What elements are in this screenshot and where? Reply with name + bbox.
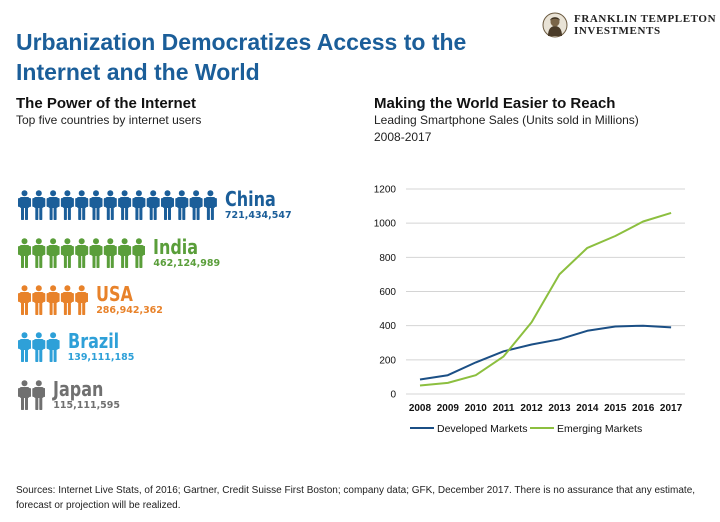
country-name: USA bbox=[96, 282, 134, 306]
person-icon bbox=[189, 190, 203, 220]
people-icons-brazil bbox=[18, 332, 60, 362]
y-tick-label: 1200 bbox=[374, 185, 397, 196]
person-icon bbox=[32, 380, 46, 410]
people-icons-japan bbox=[18, 380, 46, 410]
country-user-count: 462,124,989 bbox=[153, 258, 221, 269]
right-panel-subtitle-line2: 2008-2017 bbox=[374, 130, 432, 144]
smartphone-sales-line-chart: 0 200 400 600 800 1000 1200 2008 2009 2010 2011 201… bbox=[374, 185, 685, 435]
x-tick-label: 2008 bbox=[409, 403, 432, 414]
country-user-count: 286,942,362 bbox=[96, 305, 163, 316]
legend-label: Emerging Markets bbox=[557, 423, 642, 435]
people-icons-usa bbox=[18, 285, 89, 315]
y-tick-label: 400 bbox=[379, 321, 396, 332]
person-icon bbox=[103, 190, 117, 220]
x-tick-label: 2013 bbox=[548, 403, 571, 414]
logo-text-line2: INVESTMENTS bbox=[574, 25, 661, 37]
right-panel-title: Making the World Easier to Reach bbox=[374, 95, 616, 112]
left-panel-subtitle: Top five countries by internet users bbox=[16, 113, 202, 127]
person-icon bbox=[118, 238, 132, 268]
legend-label: Developed Markets bbox=[437, 423, 527, 435]
country-name: China bbox=[224, 187, 276, 211]
country-name: India bbox=[153, 235, 199, 259]
person-icon bbox=[75, 238, 89, 268]
x-tick-label: 2015 bbox=[604, 403, 627, 414]
y-tick-label: 0 bbox=[390, 390, 396, 401]
x-tick-label: 2014 bbox=[576, 403, 599, 414]
person-icon bbox=[32, 190, 46, 220]
person-icon bbox=[89, 238, 103, 268]
person-icon bbox=[132, 238, 146, 268]
page-title-line1: Urbanization Democratizes Access to the bbox=[16, 29, 467, 55]
person-icon bbox=[203, 190, 217, 220]
portrait-emblem-icon bbox=[542, 12, 568, 38]
person-icon bbox=[60, 190, 74, 220]
person-icon bbox=[146, 190, 160, 220]
person-icon bbox=[89, 190, 103, 220]
person-icon bbox=[60, 285, 74, 315]
y-tick-label: 1000 bbox=[374, 219, 397, 230]
series-line-emerging-markets bbox=[419, 211, 672, 387]
page-title: Urbanization Democratizes Access to the … bbox=[16, 27, 536, 87]
person-icon bbox=[46, 332, 60, 362]
x-tick-label: 2017 bbox=[660, 403, 683, 414]
series-line-developed-markets bbox=[419, 324, 672, 381]
person-icon bbox=[32, 238, 46, 268]
y-tick-label: 800 bbox=[379, 253, 396, 264]
person-icon bbox=[32, 332, 46, 362]
person-icon bbox=[118, 190, 132, 220]
country-name: Brazil bbox=[67, 329, 119, 353]
x-tick-label: 2012 bbox=[520, 403, 543, 414]
person-icon bbox=[103, 238, 117, 268]
person-icon bbox=[18, 190, 31, 220]
person-icon bbox=[75, 190, 89, 220]
x-tick-label: 2011 bbox=[493, 403, 515, 414]
person-icon bbox=[32, 285, 46, 315]
person-icon bbox=[161, 190, 174, 220]
left-panel-title: The Power of the Internet bbox=[16, 95, 197, 112]
people-icons-india bbox=[18, 238, 146, 268]
logo-text-line1: FRANKLIN TEMPLETON bbox=[574, 13, 717, 25]
page-title-line2: Internet and the World bbox=[16, 59, 260, 85]
y-tick-label: 600 bbox=[379, 287, 396, 298]
country-name: Japan bbox=[53, 377, 104, 401]
person-icon bbox=[132, 190, 146, 220]
x-tick-label: 2010 bbox=[465, 403, 488, 414]
franklin-templeton-logo: FRANKLIN TEMPLETON INVESTMENTS bbox=[541, 12, 716, 38]
person-icon bbox=[75, 285, 89, 315]
x-tick-label: 2016 bbox=[632, 403, 655, 414]
person-icon bbox=[46, 190, 60, 220]
x-tick-label: 2009 bbox=[437, 403, 460, 414]
person-icon bbox=[60, 238, 74, 268]
person-icon bbox=[18, 238, 31, 268]
y-tick-label: 200 bbox=[379, 355, 396, 366]
right-panel-subtitle-line1: Leading Smartphone Sales (Units sold in … bbox=[374, 113, 639, 127]
person-icon bbox=[175, 190, 189, 220]
country-user-count: 721,434,547 bbox=[224, 210, 292, 221]
sources-footnote: Sources: Internet Live Stats, of 2016; G… bbox=[16, 485, 696, 511]
person-icon bbox=[18, 332, 31, 362]
country-user-count: 115,111,595 bbox=[53, 400, 121, 411]
people-icons-china bbox=[18, 190, 217, 220]
person-icon bbox=[18, 285, 31, 315]
person-icon bbox=[18, 380, 31, 410]
person-icon bbox=[46, 238, 60, 268]
country-user-count: 139,111,185 bbox=[67, 352, 135, 363]
person-icon bbox=[46, 285, 60, 315]
